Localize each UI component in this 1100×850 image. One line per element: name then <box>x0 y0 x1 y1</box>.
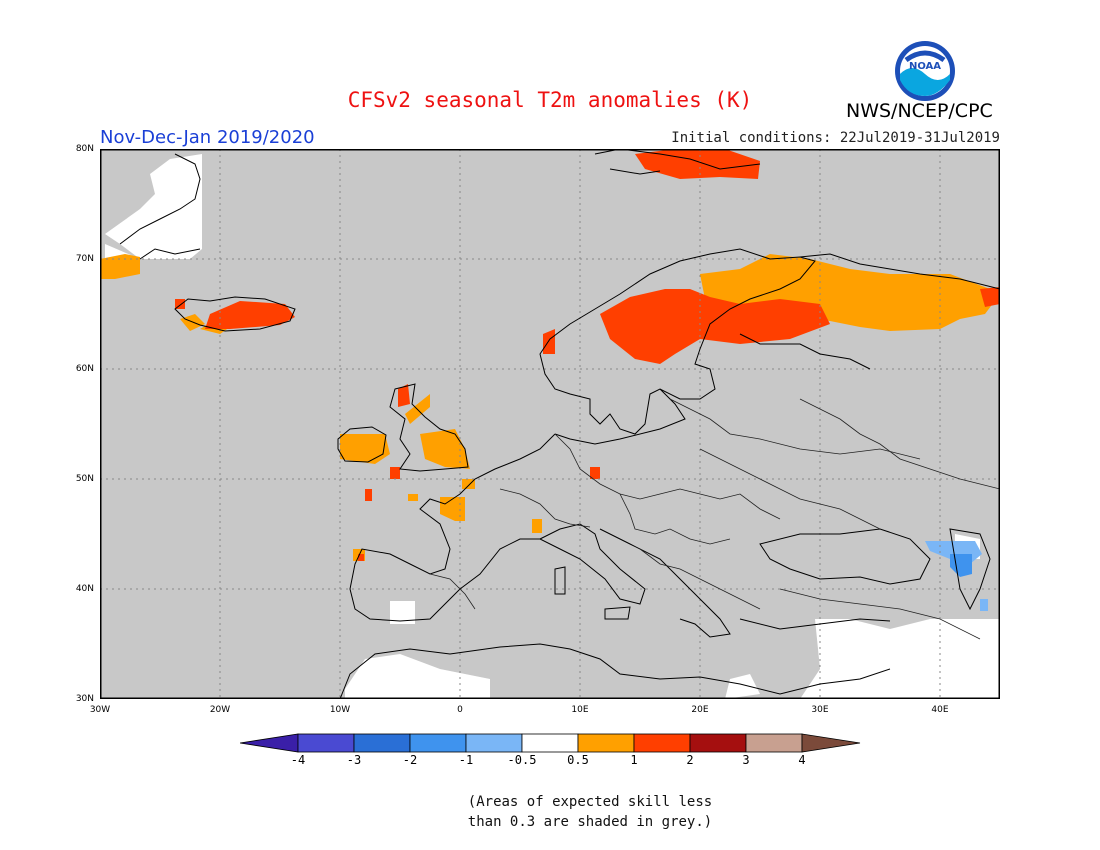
initial-conditions: Initial conditions: 22Jul2019-31Jul2019 <box>671 130 1000 146</box>
colorbar-box <box>521 733 579 753</box>
colorbar-box <box>409 733 467 753</box>
colorbar-label: 2 <box>686 753 694 767</box>
colorbar-label: -1 <box>458 753 474 767</box>
lat-label-80n: 80N <box>75 144 94 154</box>
colorbar-label: 3 <box>742 753 750 767</box>
lat-label-60n: 60N <box>75 364 94 374</box>
colorbar-arrow-high <box>801 733 861 753</box>
lat-label-40n: 40N <box>75 584 94 594</box>
colorbar-box <box>577 733 635 753</box>
colorbar-arrow-low <box>240 733 299 753</box>
colorbar-box <box>353 733 411 753</box>
lon-label-40e: 40E <box>931 705 949 715</box>
season-label: Nov-Dec-Jan 2019/2020 <box>100 127 315 148</box>
footnote: (Areas of expected skill less than 0.3 a… <box>440 792 740 832</box>
chart-title: CFSv2 seasonal T2m anomalies (K) <box>347 88 753 112</box>
anomaly-red <box>175 149 1000 561</box>
lat-label-50n: 50N <box>75 474 94 484</box>
logo-text: NOAA <box>909 61 941 72</box>
map-frame <box>100 149 1000 699</box>
colorbar-box <box>633 733 691 753</box>
colorbar-label: 0.5 <box>567 753 589 767</box>
lon-label-10e: 10E <box>571 705 589 715</box>
coastlines <box>119 149 1000 699</box>
colorbar-box <box>465 733 523 753</box>
graticule <box>100 149 1000 699</box>
lon-label-0: 0 <box>457 705 463 715</box>
lon-label-20e: 20E <box>691 705 709 715</box>
colorbar-box <box>689 733 747 753</box>
lon-label-30e: 30E <box>811 705 829 715</box>
colorbar-label: -4 <box>290 753 306 767</box>
colorbar-label: 4 <box>798 753 806 767</box>
colorbar-label: -2 <box>402 753 418 767</box>
footnote-line-2: than 0.3 are shaded in grey.) <box>467 814 713 830</box>
colorbar-label: -3 <box>346 753 362 767</box>
lon-label-30w: 30W <box>89 705 111 715</box>
map-background <box>100 149 1000 699</box>
colorbar-box <box>297 733 355 753</box>
lat-label-30n: 30N <box>75 694 94 704</box>
colorbar-box <box>745 733 803 753</box>
lon-label-10w: 10W <box>329 705 351 715</box>
colorbar-label: -0.5 <box>507 753 537 767</box>
footnote-line-1: (Areas of expected skill less <box>467 794 713 810</box>
agency-label: NWS/NCEP/CPC <box>846 100 993 122</box>
lon-label-20w: 20W <box>209 705 231 715</box>
colorbar-label: 1 <box>630 753 638 767</box>
noaa-logo: NOAA <box>895 41 955 101</box>
lat-label-70n: 70N <box>75 254 94 264</box>
country-borders <box>429 398 1000 640</box>
colorbar <box>240 733 861 753</box>
anomaly-map <box>100 149 1000 699</box>
